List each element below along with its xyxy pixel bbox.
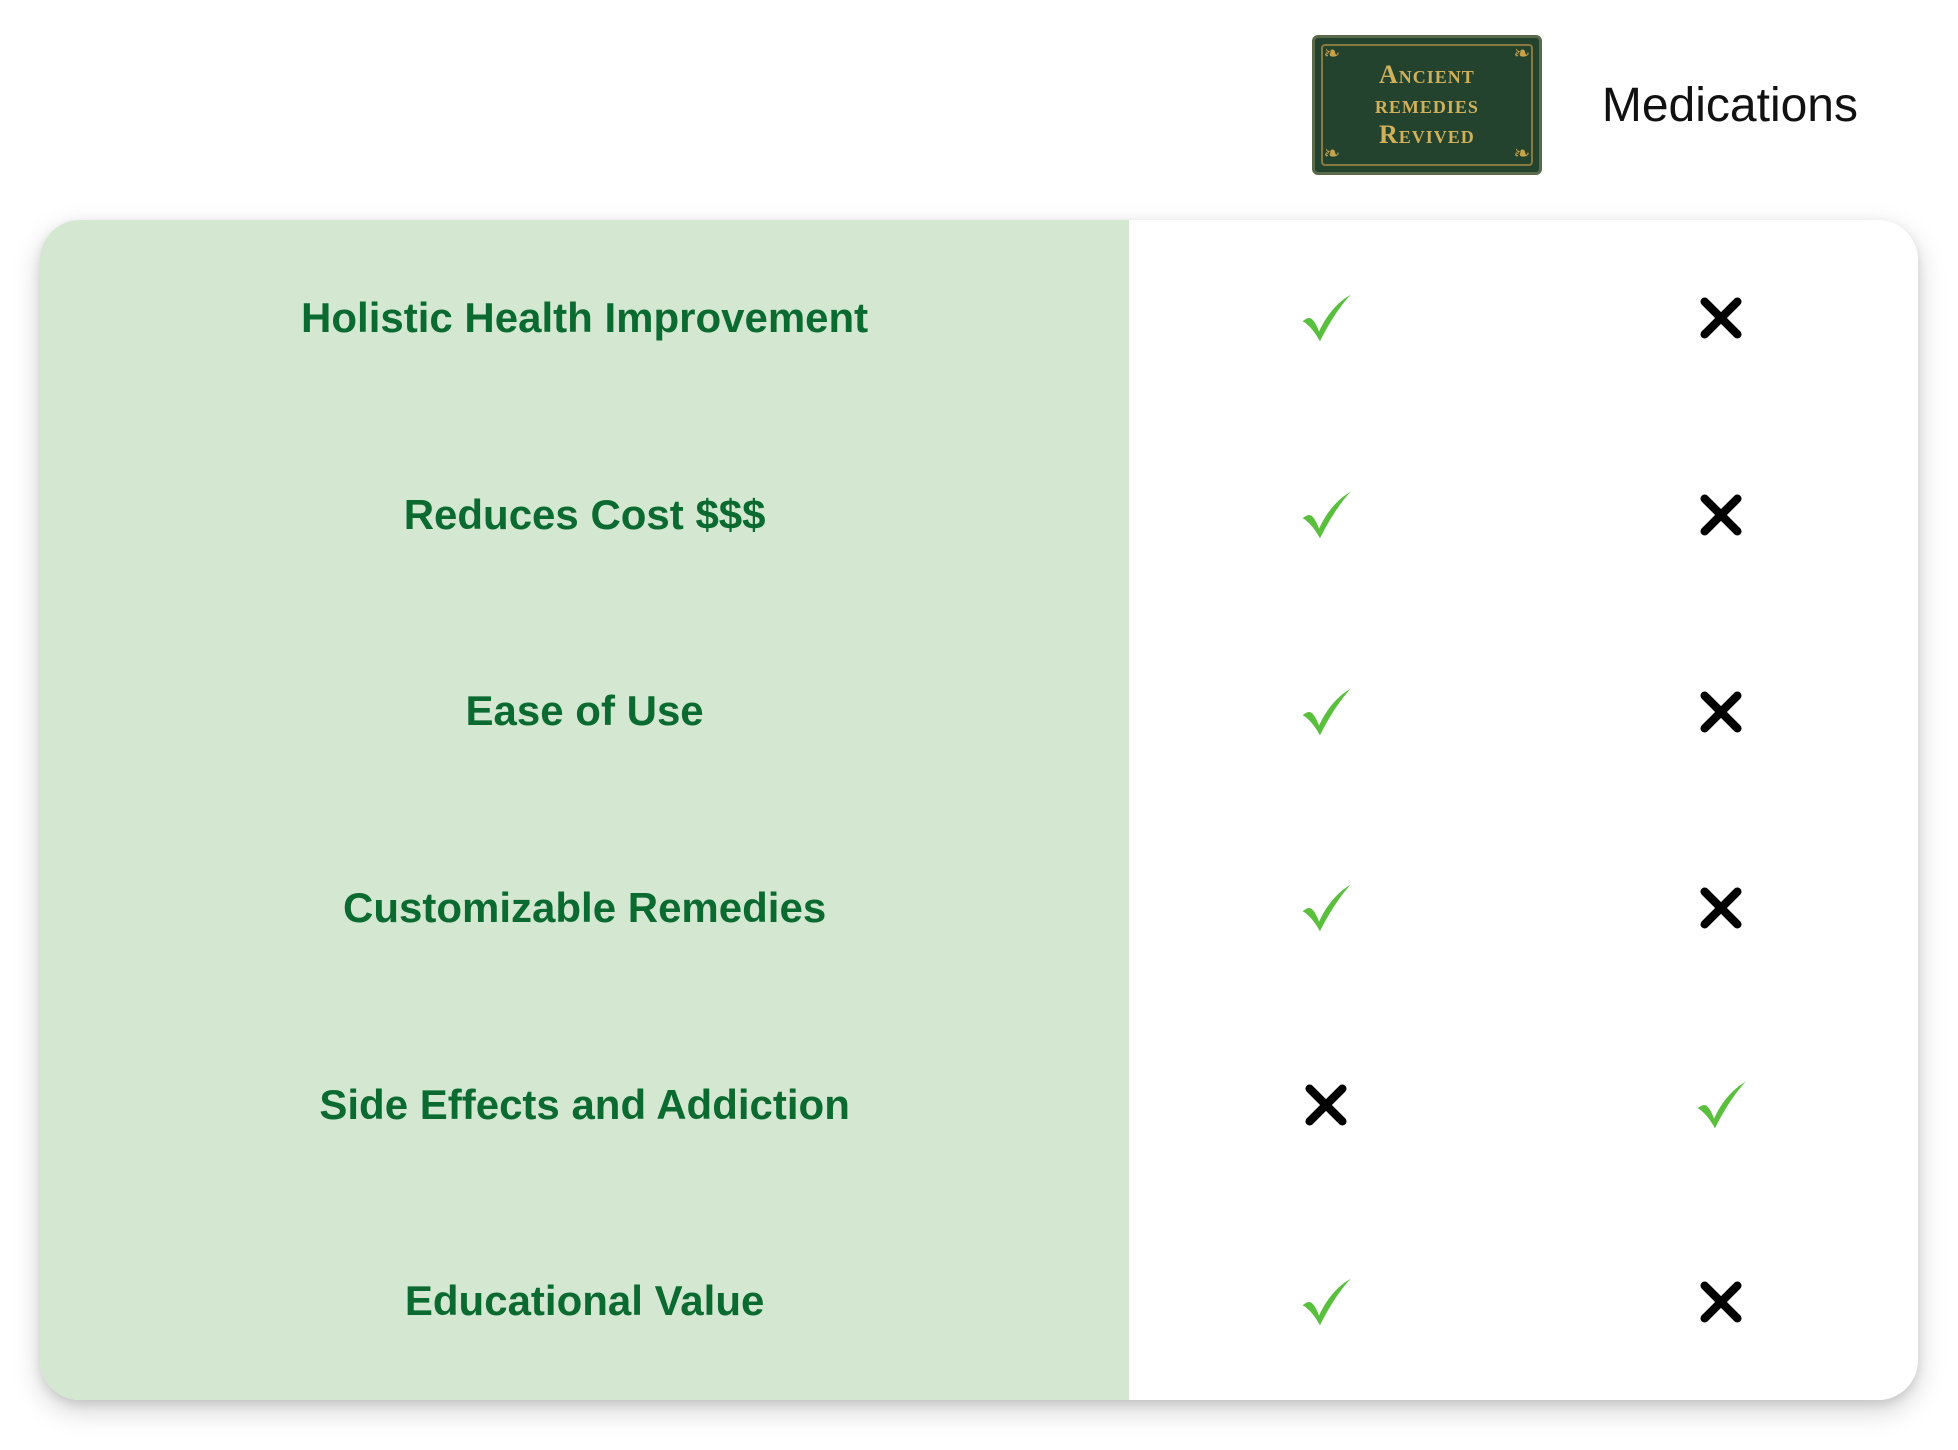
header-row: ❧ ❧ ❧ ❧ Ancient remedies Revived Medicat… bbox=[40, 30, 1918, 180]
brand-line-3: Revived bbox=[1379, 120, 1475, 150]
feature-label: Educational Value bbox=[365, 1275, 804, 1328]
check-icon bbox=[1686, 1070, 1756, 1140]
column-header-medications: Medications bbox=[1602, 78, 1858, 133]
brand-badge: ❧ ❧ ❧ ❧ Ancient remedies Revived bbox=[1312, 35, 1542, 175]
cross-icon bbox=[1291, 1070, 1361, 1140]
table-row-col2 bbox=[1524, 220, 1918, 417]
table-row-col2 bbox=[1524, 810, 1918, 1007]
comparison-infographic: ❧ ❧ ❧ ❧ Ancient remedies Revived Medicat… bbox=[0, 0, 1958, 1450]
check-icon bbox=[1291, 1267, 1361, 1337]
table-row-col2 bbox=[1524, 417, 1918, 614]
check-icon bbox=[1291, 480, 1361, 550]
table-row-label: Customizable Remedies bbox=[40, 810, 1129, 1007]
feature-label: Side Effects and Addiction bbox=[279, 1079, 890, 1132]
cross-icon bbox=[1686, 873, 1756, 943]
feature-label: Holistic Health Improvement bbox=[261, 292, 908, 345]
table-row-col1 bbox=[1129, 1007, 1523, 1204]
table-row-label: Educational Value bbox=[40, 1203, 1129, 1400]
comparison-table-card: Holistic Health Improvement Reduces Cost … bbox=[40, 220, 1918, 1400]
cross-icon bbox=[1686, 677, 1756, 747]
check-icon bbox=[1291, 283, 1361, 353]
brand-line-1: Ancient bbox=[1379, 60, 1475, 90]
medications-column bbox=[1524, 220, 1918, 1400]
brand-column bbox=[1129, 220, 1523, 1400]
table-row-col2 bbox=[1524, 1007, 1918, 1204]
badge-corner-ornament: ❧ bbox=[1321, 144, 1343, 166]
cross-icon bbox=[1686, 480, 1756, 550]
table-row-col1 bbox=[1129, 220, 1523, 417]
table-row-col2 bbox=[1524, 613, 1918, 810]
table-row-col2 bbox=[1524, 1203, 1918, 1400]
cross-icon bbox=[1686, 1267, 1756, 1337]
feature-label-column: Holistic Health Improvement Reduces Cost … bbox=[40, 220, 1129, 1400]
feature-label: Ease of Use bbox=[426, 685, 744, 738]
table-row-col1 bbox=[1129, 1203, 1523, 1400]
table-row-col1 bbox=[1129, 417, 1523, 614]
cross-icon bbox=[1686, 283, 1756, 353]
badge-corner-ornament: ❧ bbox=[1511, 144, 1533, 166]
table-row-label: Side Effects and Addiction bbox=[40, 1007, 1129, 1204]
badge-corner-ornament: ❧ bbox=[1321, 44, 1343, 66]
feature-label: Customizable Remedies bbox=[303, 882, 866, 935]
table-row-label: Holistic Health Improvement bbox=[40, 220, 1129, 417]
table-row-col1 bbox=[1129, 810, 1523, 1007]
badge-corner-ornament: ❧ bbox=[1511, 44, 1533, 66]
check-icon bbox=[1291, 677, 1361, 747]
feature-label: Reduces Cost $$$ bbox=[364, 489, 806, 542]
brand-line-2: remedies bbox=[1375, 90, 1479, 120]
check-icon bbox=[1291, 873, 1361, 943]
table-row-label: Reduces Cost $$$ bbox=[40, 417, 1129, 614]
table-row-col1 bbox=[1129, 613, 1523, 810]
table-row-label: Ease of Use bbox=[40, 613, 1129, 810]
